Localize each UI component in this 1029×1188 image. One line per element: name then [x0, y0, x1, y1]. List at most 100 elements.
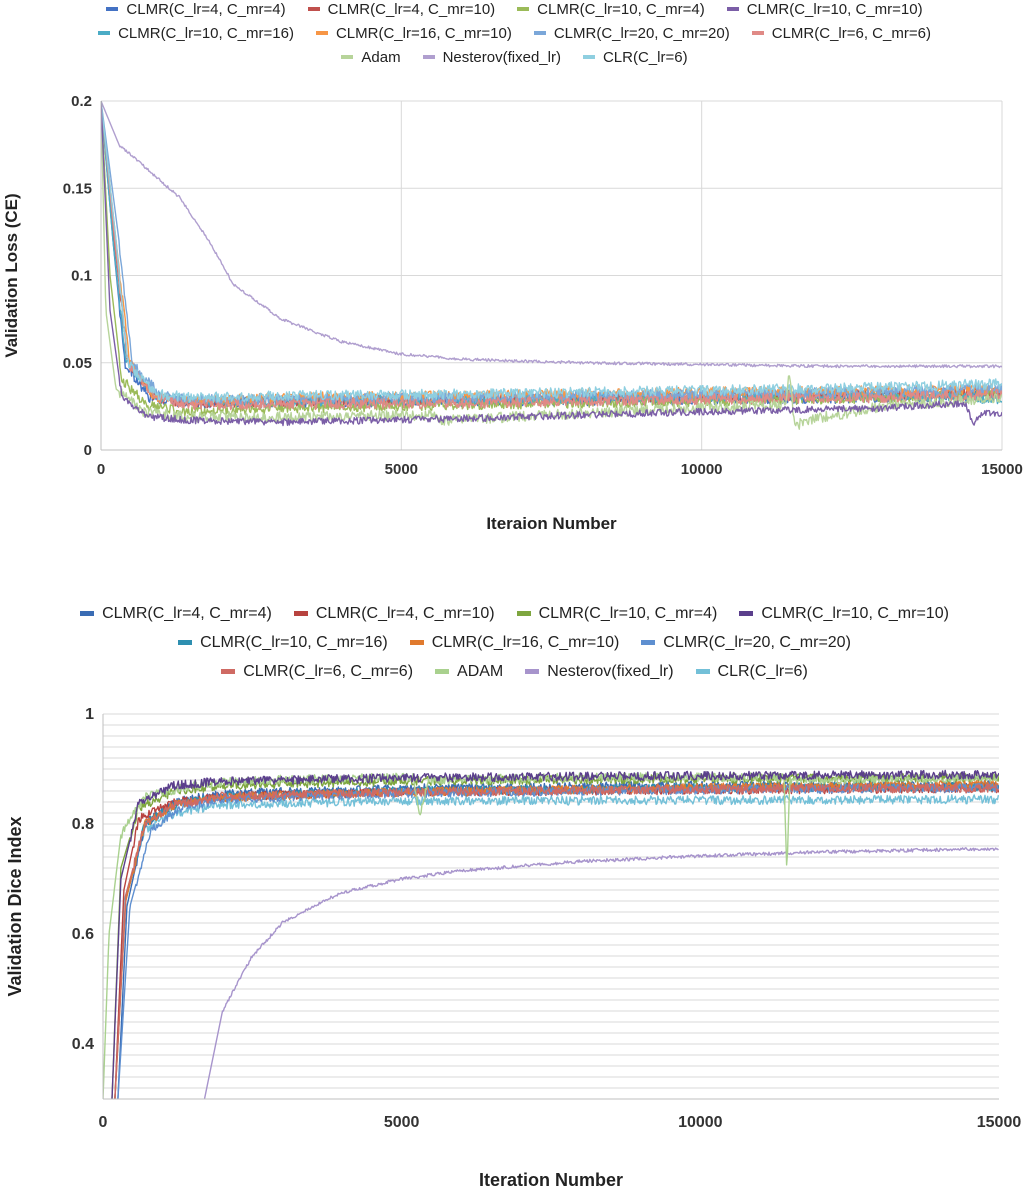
legend-label: ADAM: [457, 662, 504, 680]
loss-series-clmr-c-lr-10-c-mr-10: [101, 101, 1002, 427]
loss-x-axis-title: Iteraion Number: [486, 514, 617, 533]
dice-x-axis-title: Iteration Number: [479, 1170, 623, 1188]
dice-x-tick-label: 5000: [384, 1114, 420, 1131]
legend-label: CLMR(C_lr=10, C_mr=16): [118, 24, 294, 42]
dice-legend-item-clmr-c-lr-6-c-mr-6: CLMR(C_lr=6, C_mr=6): [221, 663, 413, 681]
dice-series-clmr-c-lr-4-c-mr-4: [117, 780, 999, 1099]
legend-label: CLMR(C_lr=10, C_mr=10): [746, 0, 923, 18]
dice-series-clmr-c-lr-6-c-mr-6: [114, 782, 999, 1099]
dice-legend-item-clmr-c-lr-10-c-mr-10: CLMR(C_lr=10, C_mr=10): [739, 605, 949, 623]
legend-label: CLMR(C_lr=4, C_mr=10): [327, 0, 496, 18]
loss-y-axis-title: Validation Loss (CE): [2, 193, 21, 357]
legend-swatch: [80, 611, 95, 616]
loss-x-tick-label: 5000: [385, 461, 418, 478]
legend-label: CLMR(C_lr=16, C_mr=10): [335, 24, 512, 42]
dice-legend-item-adam: ADAM: [435, 663, 503, 681]
dice-x-tick-label: 15000: [977, 1114, 1022, 1131]
legend-swatch: [98, 31, 111, 35]
legend-swatch: [221, 669, 236, 674]
legend-swatch: [307, 7, 320, 11]
loss-legend-item-adam: Adam: [341, 48, 401, 66]
legend-label: CLMR(C_lr=4, C_mr=4): [126, 0, 286, 18]
legend-swatch: [517, 7, 530, 11]
legend-swatch: [293, 611, 308, 616]
legend-label: Nesterov(fixed_lr): [442, 48, 561, 66]
loss-series-clr-c-lr-6: [101, 101, 1002, 403]
loss-chart: 0 0.05 0.1 0.15 0.2 0 5000 10000 15000 Iteraion N…: [2, 93, 1023, 533]
legend-label: CLMR(C_lr=6, C_mr=6): [243, 662, 414, 680]
legend-swatch: [641, 640, 656, 645]
loss-legend-item-clmr-c-lr-20-c-mr-20: CLMR(C_lr=20, C_mr=20): [533, 25, 730, 42]
dice-y-axis-title: Validation Dice Index: [5, 816, 25, 996]
dice-legend-item-clmr-c-lr-10-c-mr-4: CLMR(C_lr=10, C_mr=4): [516, 604, 718, 623]
dice-plot-area: [103, 769, 999, 1099]
loss-legend-item-clmr-c-lr-10-c-mr-10: CLMR(C_lr=10, C_mr=10): [726, 0, 923, 18]
legend-swatch: [516, 611, 531, 616]
legend-swatch: [739, 611, 754, 616]
dice-legend-item-clmr-c-lr-10-c-mr-16: CLMR(C_lr=10, C_mr=16): [178, 634, 388, 652]
loss-legend-item-clmr-c-lr-4-c-mr-10: CLMR(C_lr=4, C_mr=10): [307, 0, 496, 18]
dice-series-clmr-c-lr-10-c-mr-10: [111, 769, 999, 1099]
dice-series-adam: [103, 772, 999, 1099]
loss-legend-item-clr-c-lr-6: CLR(C_lr=6): [582, 48, 688, 66]
loss-series-clmr-c-lr-6-c-mr-6: [101, 101, 1002, 411]
loss-y-tick-label: 0.15: [63, 180, 92, 197]
legend-label: CLMR(C_lr=6, C_mr=6): [771, 24, 931, 42]
dice-y-tick-label: 0.8: [72, 816, 94, 833]
legend-swatch: [341, 55, 354, 59]
legend-bottom: CLMR(C_lr=4, C_mr=4) CLMR(C_lr=4, C_mr=10…: [0, 599, 1029, 686]
legend-label: CLMR(C_lr=10, C_mr=4): [537, 0, 705, 18]
loss-legend-item-clmr-c-lr-4-c-mr-4: CLMR(C_lr=4, C_mr=4): [106, 0, 286, 18]
dice-series-clmr-c-lr-4-c-mr-10: [114, 783, 999, 1099]
loss-legend-item-clmr-c-lr-6-c-mr-6: CLMR(C_lr=6, C_mr=6): [751, 24, 931, 42]
legend-label: CLMR(C_lr=4, C_mr=10): [315, 604, 495, 622]
legend-label: CLMR(C_lr=10, C_mr=16): [200, 633, 388, 651]
dice-series-clmr-c-lr-16-c-mr-10: [114, 779, 999, 1099]
legend-swatch: [726, 7, 739, 11]
legend-label: Adam: [361, 48, 401, 66]
dice-series-nesterov-fixed-lr: [203, 847, 999, 1099]
dice-legend-item-nesterov-fixed-lr: Nesterov(fixed_lr): [525, 662, 674, 681]
dice-legend-item-clr-c-lr-6: CLR(C_lr=6): [695, 662, 808, 681]
legend-swatch: [525, 669, 540, 674]
legend-label: CLMR(C_lr=10, C_mr=4): [538, 604, 718, 622]
loss-series-nesterov-fixed-lr: [101, 101, 1002, 369]
dice-y-tick-label: 0.6: [72, 926, 94, 943]
legend-label: CLMR(C_lr=4, C_mr=4): [102, 604, 272, 622]
legend-swatch: [422, 55, 435, 59]
legend-label: CLR(C_lr=6): [602, 48, 688, 66]
dice-legend-item-clmr-c-lr-20-c-mr-20: CLMR(C_lr=20, C_mr=20): [641, 634, 851, 652]
loss-legend-item-clmr-c-lr-16-c-mr-10: CLMR(C_lr=16, C_mr=10): [315, 24, 512, 42]
legend-label: CLMR(C_lr=20, C_mr=20): [663, 633, 851, 651]
loss-y-tick-label: 0: [84, 442, 92, 459]
dice-legend-item-clmr-c-lr-4-c-mr-4: CLMR(C_lr=4, C_mr=4): [80, 605, 272, 623]
loss-y-tick-label: 0.1: [71, 268, 92, 285]
dice-series-clmr-c-lr-10-c-mr-4: [111, 772, 999, 1099]
legend-label: CLMR(C_lr=10, C_mr=10): [761, 604, 949, 622]
dice-legend-item-clmr-c-lr-4-c-mr-10: CLMR(C_lr=4, C_mr=10): [293, 604, 495, 623]
legend-swatch: [315, 31, 328, 35]
loss-legend-item-nesterov-fixed-lr: Nesterov(fixed_lr): [422, 48, 561, 66]
legend-swatch: [695, 669, 710, 674]
dice-y-tick-label: 1: [85, 706, 94, 723]
dice-y-tick-label: 0.4: [72, 1036, 94, 1053]
loss-y-tick-label: 0.05: [63, 355, 92, 372]
loss-legend-item-clmr-c-lr-10-c-mr-16: CLMR(C_lr=10, C_mr=16): [98, 25, 294, 42]
legend-swatch: [751, 31, 764, 35]
legend-swatch: [106, 7, 119, 11]
legend-label: Nesterov(fixed_lr): [547, 662, 674, 680]
dice-series-clmr-c-lr-20-c-mr-20: [117, 782, 999, 1099]
legend-label: CLR(C_lr=6): [717, 662, 808, 680]
loss-x-tick-label: 15000: [981, 461, 1023, 478]
loss-x-tick-label: 0: [97, 461, 105, 478]
loss-plot-area: [101, 101, 1002, 430]
loss-x-tick-label: 10000: [681, 461, 723, 478]
legend-label: CLMR(C_lr=16, C_mr=10): [431, 633, 620, 651]
legend-swatch: [533, 31, 546, 35]
legend-top: CLMR(C_lr=4, C_mr=4) CLMR(C_lr=4, C_mr=10…: [0, 0, 1029, 69]
dice-x-tick-label: 0: [99, 1114, 108, 1131]
dice-x-tick-label: 10000: [678, 1114, 723, 1131]
legend-swatch: [178, 640, 193, 645]
dice-series-clr-c-lr-6: [114, 794, 999, 1099]
